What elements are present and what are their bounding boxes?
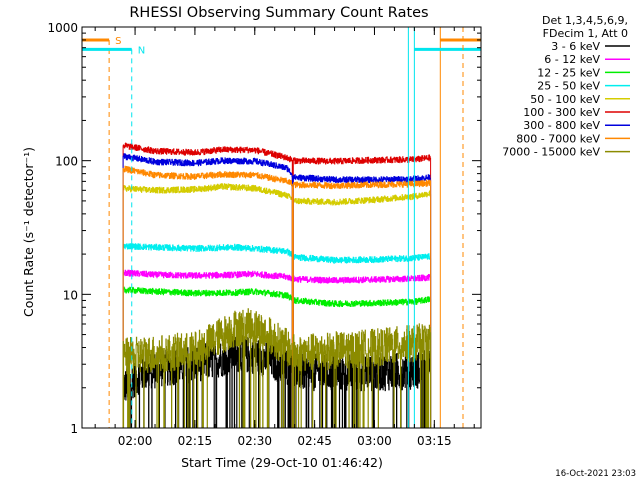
- plot-frame: [81, 26, 482, 429]
- legend-label-12-25-kev: 12 - 25 keV: [537, 66, 600, 79]
- legend-label-25-50-kev: 25 - 50 keV: [537, 80, 600, 93]
- series-line-12-25-kev: [122, 286, 432, 429]
- legend-label-7000-15000-kev: 7000 - 15000 keV: [502, 146, 600, 159]
- y-tick-label: 1: [70, 422, 78, 436]
- legend-label-50-100-kev: 50 - 100 keV: [530, 93, 600, 106]
- legend: Det 1,3,4,5,6,9,FDecim 1, Att 03 - 6 keV…: [502, 14, 630, 159]
- flag-s-label: S: [115, 36, 121, 47]
- series-line-50-100-kev: [122, 183, 432, 429]
- footer-date: 16-Oct-2021 23:03: [555, 469, 636, 479]
- legend-label-100-300-kev: 100 - 300 keV: [523, 106, 600, 119]
- series-line-25-50-kev: [122, 243, 432, 429]
- x-tick-label: 02:15: [178, 434, 213, 448]
- chart-title: RHESSI Observing Summary Count Rates: [129, 5, 428, 21]
- legend-label-300-800-kev: 300 - 800 keV: [523, 119, 600, 132]
- series-line-100-300-kev: [122, 142, 432, 429]
- series-line-6-12-kev: [122, 269, 432, 429]
- x-tick-label: 02:45: [297, 434, 332, 448]
- x-tick-label: 02:00: [118, 434, 153, 448]
- x-tick-label: 03:15: [417, 434, 452, 448]
- y-tick-label: 10: [63, 288, 78, 302]
- x-axis-label: Start Time (29-Oct-10 01:46:42): [181, 455, 383, 470]
- axes-layer: 02:00 02:15 02:30 02:45 03:00 03:15 1 10 100 1000: [47, 21, 481, 448]
- legend-header-line: FDecim 1, Att 0: [543, 27, 628, 40]
- y-tick-label: 100: [55, 155, 78, 169]
- data-layer: [122, 142, 432, 429]
- legend-header-line: Det 1,3,4,5,6,9,: [542, 14, 628, 27]
- y-axis-label: Count Rate (s⁻¹ detector⁻¹): [21, 147, 36, 317]
- flags-layer: SN: [82, 27, 481, 428]
- x-tick-label: 03:00: [357, 434, 392, 448]
- series-line-7000-15000-kev: [122, 308, 432, 429]
- legend-label-6-12-kev: 6 - 12 keV: [544, 53, 600, 66]
- y-tick-label: 1000: [47, 21, 78, 35]
- series-line-800-7000-kev: [122, 165, 432, 429]
- legend-label-800-7000-kev: 800 - 7000 keV: [516, 132, 600, 145]
- flag-n-label: N: [138, 45, 145, 56]
- series-line-300-800-kev: [122, 153, 432, 429]
- legend-label-3-6-kev: 3 - 6 keV: [551, 40, 600, 53]
- x-tick-label: 02:30: [237, 434, 272, 448]
